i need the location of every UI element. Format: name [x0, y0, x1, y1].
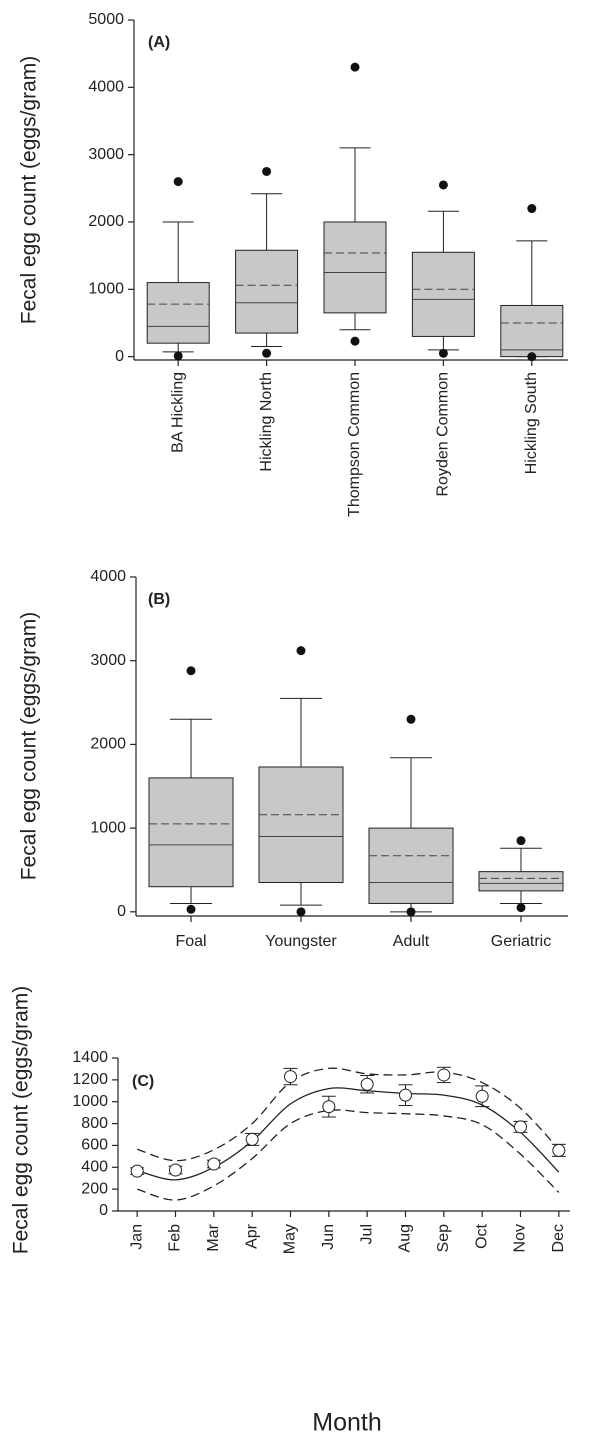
y-tick-label: 600 — [81, 1137, 108, 1154]
box — [478, 871, 564, 892]
point — [284, 1070, 297, 1084]
confidence-curve — [136, 1067, 560, 1162]
outlier — [262, 166, 272, 176]
x-tick-label: Foal — [175, 933, 206, 950]
x-tick-label: Jan — [128, 1224, 145, 1250]
x-tick-label: Apr — [243, 1223, 260, 1249]
point — [130, 1164, 144, 1178]
outlier — [350, 336, 360, 346]
x-tick-label: Mar — [205, 1223, 222, 1251]
y-axis-label: Fecal egg count (eggs/gram) — [10, 986, 33, 1254]
y-tick-label: 0 — [115, 348, 124, 365]
outlier — [516, 903, 526, 913]
outlier — [173, 351, 183, 361]
outlier — [527, 352, 537, 362]
point — [169, 1163, 182, 1177]
y-tick-label: 800 — [81, 1115, 108, 1132]
x-tick-label: Thompson Common — [346, 372, 363, 517]
outlier — [296, 646, 306, 656]
y-tick-label: 400 — [81, 1159, 108, 1176]
y-tick-label: 1000 — [90, 819, 126, 836]
box — [368, 827, 454, 904]
box — [235, 249, 299, 334]
y-tick-label: 2000 — [88, 213, 124, 230]
box — [323, 221, 387, 314]
x-tick-label: Dec — [550, 1224, 567, 1252]
x-tick-label: Nov — [512, 1224, 529, 1252]
x-tick-label: Royden Common — [435, 372, 452, 497]
confidence-curve — [136, 1109, 560, 1201]
point — [207, 1157, 221, 1171]
y-tick-label: 5000 — [88, 11, 124, 28]
y-tick-label: 0 — [99, 1202, 108, 1219]
y-tick-label: 1400 — [72, 1049, 108, 1066]
y-tick-label: 1200 — [72, 1071, 108, 1088]
outlier — [527, 204, 537, 214]
y-tick-label: 3000 — [88, 146, 124, 163]
box — [411, 251, 475, 337]
point — [360, 1077, 374, 1091]
x-tick-label: Feb — [167, 1224, 184, 1252]
outlier — [173, 177, 183, 187]
point — [514, 1120, 527, 1134]
y-tick-label: 2000 — [90, 736, 126, 753]
x-tick-label: Jun — [320, 1224, 337, 1250]
outlier — [186, 666, 196, 676]
x-axis-label: Month — [312, 1409, 381, 1437]
y-tick-label: 200 — [81, 1180, 108, 1197]
box — [146, 282, 210, 344]
point — [245, 1132, 259, 1146]
panel-label: (B) — [148, 591, 170, 608]
point — [399, 1088, 412, 1102]
outlier — [406, 714, 416, 724]
y-axis-label: Fecal egg count (eggs/gram) — [18, 612, 41, 880]
x-tick-label: Jul — [358, 1224, 375, 1244]
x-tick-label: Sep — [435, 1224, 452, 1253]
box — [148, 777, 234, 888]
point — [552, 1143, 566, 1157]
outlier — [516, 836, 526, 846]
point — [322, 1100, 336, 1114]
outlier — [296, 907, 306, 917]
y-tick-label: 3000 — [90, 652, 126, 669]
outlier — [438, 348, 448, 358]
x-tick-label: Hickling North — [258, 372, 275, 472]
x-tick-label: Geriatric — [491, 933, 551, 950]
outlier — [406, 907, 416, 917]
x-tick-label: BA Hickling — [169, 372, 186, 453]
x-tick-label: Youngster — [265, 933, 337, 950]
x-tick-label: Aug — [397, 1224, 414, 1252]
x-tick-label: Hickling South — [523, 372, 540, 474]
x-tick-label: Oct — [473, 1223, 490, 1248]
y-tick-label: 1000 — [88, 281, 124, 298]
point — [475, 1089, 489, 1103]
point — [437, 1068, 451, 1082]
y-tick-label: 1000 — [72, 1093, 108, 1110]
y-tick-label: 4000 — [90, 568, 126, 585]
panel-label: (A) — [148, 34, 170, 51]
y-tick-label: 0 — [117, 903, 126, 920]
x-tick-label: May — [282, 1224, 299, 1254]
x-tick-label: Adult — [393, 933, 430, 950]
y-axis-label: Fecal egg count (eggs/gram) — [18, 56, 41, 324]
box — [500, 304, 564, 358]
outlier — [350, 62, 360, 72]
panel-label: (C) — [132, 1073, 154, 1090]
box — [258, 766, 344, 884]
outlier — [186, 904, 196, 914]
outlier — [438, 180, 448, 190]
outlier — [262, 348, 272, 358]
y-tick-label: 4000 — [88, 79, 124, 96]
